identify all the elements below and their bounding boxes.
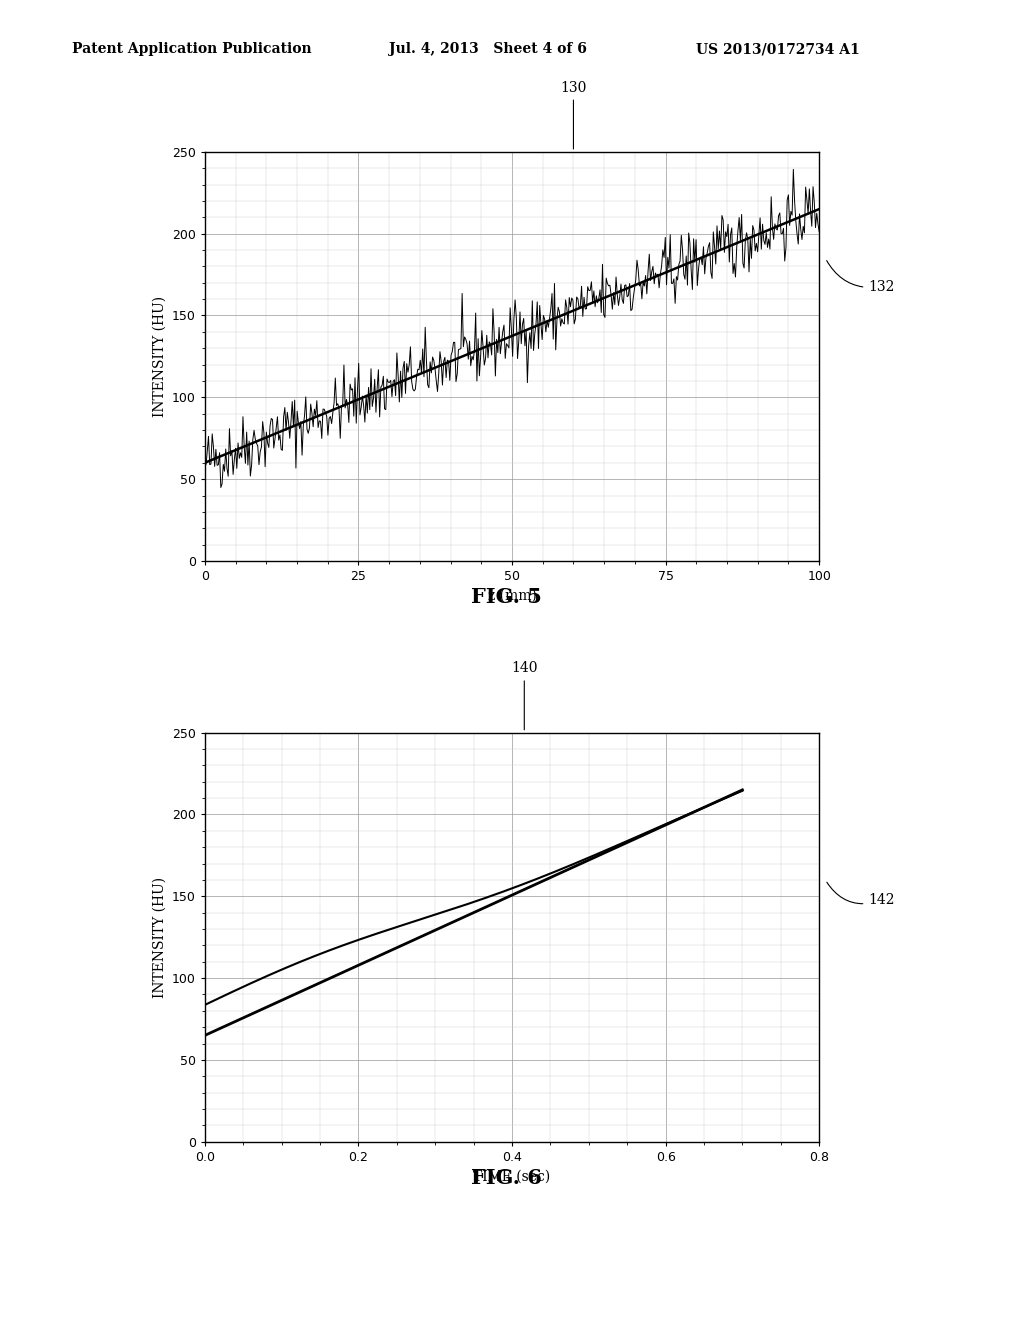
Y-axis label: INTENSITY (HU): INTENSITY (HU)	[153, 876, 166, 998]
Y-axis label: INTENSITY (HU): INTENSITY (HU)	[153, 296, 166, 417]
Text: Jul. 4, 2013   Sheet 4 of 6: Jul. 4, 2013 Sheet 4 of 6	[389, 42, 587, 57]
X-axis label: TIME (sec): TIME (sec)	[473, 1170, 551, 1184]
Text: 132: 132	[826, 260, 895, 294]
Text: 140: 140	[511, 661, 538, 730]
Text: US 2013/0172734 A1: US 2013/0172734 A1	[696, 42, 860, 57]
Text: 142: 142	[826, 882, 895, 907]
Text: Patent Application Publication: Patent Application Publication	[72, 42, 311, 57]
Text: FIG. 6: FIG. 6	[471, 1168, 543, 1188]
Text: 130: 130	[560, 81, 587, 149]
Text: FIG. 5: FIG. 5	[471, 587, 543, 607]
X-axis label: z (mm): z (mm)	[487, 589, 537, 603]
